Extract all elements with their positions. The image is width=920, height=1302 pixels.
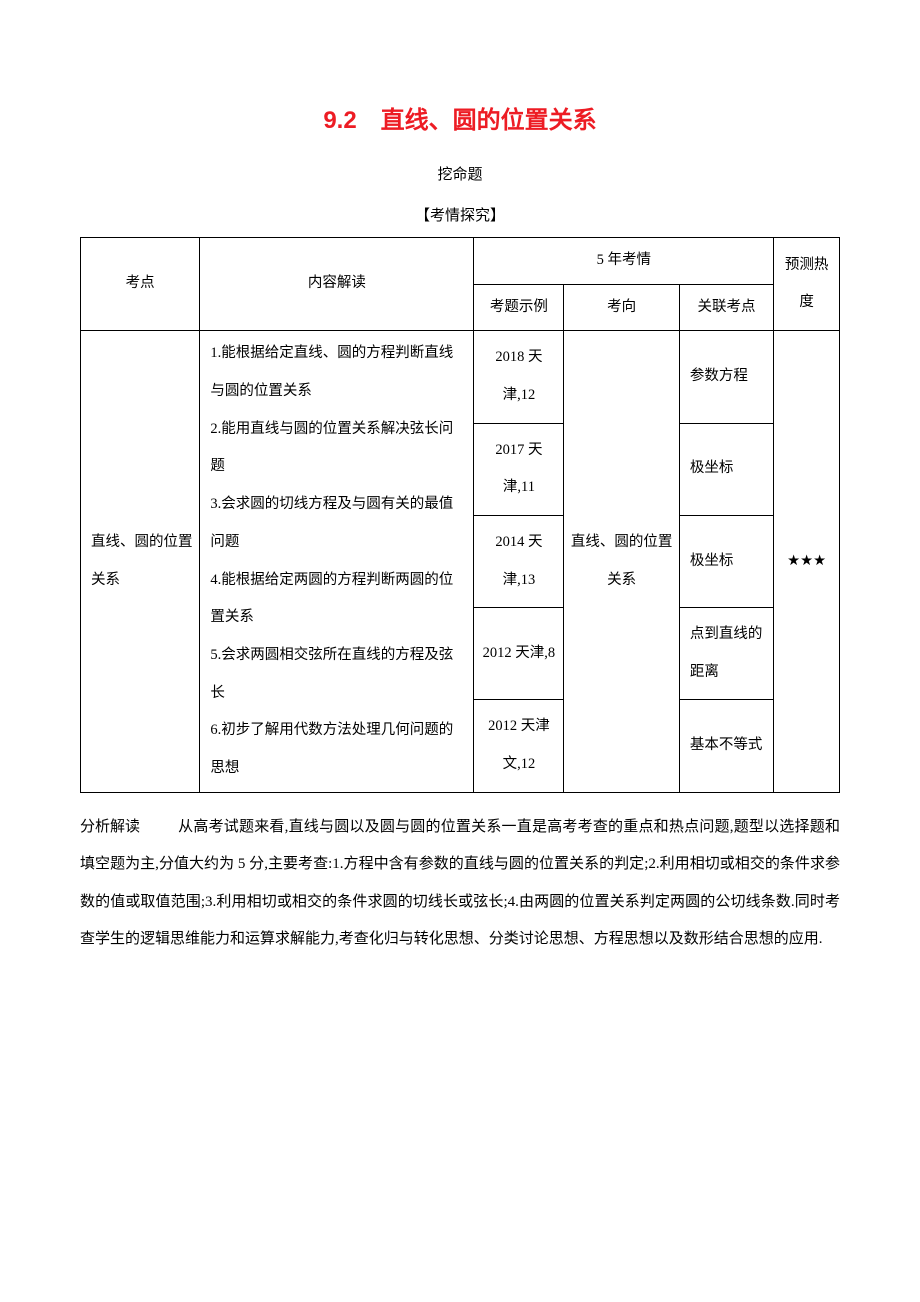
- cell-kaoti-4: 2012 天津文,12: [474, 700, 564, 792]
- doc-subtitle: 挖命题: [80, 163, 840, 184]
- analysis-paragraph: 分析解读 从高考试题来看,直线与圆以及圆与圆的位置关系一直是高考考查的重点和热点…: [80, 809, 840, 959]
- cell-guanlian-4: 基本不等式: [679, 700, 773, 792]
- col-kaoti-header: 考题示例: [474, 284, 564, 331]
- analysis-head: 分析解读: [80, 809, 148, 847]
- doc-title: 9.2 直线、圆的位置关系: [80, 100, 840, 135]
- cell-yuce: ★★★: [774, 331, 840, 792]
- cell-kaoti-1: 2017 天津,11: [474, 423, 564, 515]
- col-yuce-header: 预测热度: [774, 238, 840, 331]
- document-page: 9.2 直线、圆的位置关系 挖命题 【考情探究】 考点 内容解读 5 年考情 预…: [0, 0, 920, 1019]
- col-neirong-header: 内容解读: [200, 238, 474, 331]
- cell-kaoti-2: 2014 天津,13: [474, 515, 564, 607]
- col-fiveyear-header: 5 年考情: [474, 238, 774, 285]
- col-guanlian-header: 关联考点: [679, 284, 773, 331]
- cell-neirong: 1.能根据给定直线、圆的方程判断直线与圆的位置关系 2.能用直线与圆的位置关系解…: [200, 331, 474, 792]
- data-row-1: 直线、圆的位置关系 1.能根据给定直线、圆的方程判断直线与圆的位置关系 2.能用…: [81, 331, 840, 423]
- header-row-1: 考点 内容解读 5 年考情 预测热度: [81, 238, 840, 285]
- cell-kaoti-0: 2018 天津,12: [474, 331, 564, 423]
- cell-kaoxiang: 直线、圆的位置关系: [564, 331, 679, 792]
- section-label: 【考情探究】: [80, 204, 840, 225]
- cell-guanlian-1: 极坐标: [679, 423, 773, 515]
- cell-kaoti-3: 2012 天津,8: [474, 608, 564, 700]
- analysis-body: 从高考试题来看,直线与圆以及圆与圆的位置关系一直是高考考查的重点和热点问题,题型…: [80, 819, 840, 948]
- cell-guanlian-3: 点到直线的距离: [679, 608, 773, 700]
- col-kaoxiang-header: 考向: [564, 284, 679, 331]
- cell-kaodian: 直线、圆的位置关系: [81, 331, 200, 792]
- col-kaodian-header: 考点: [81, 238, 200, 331]
- cell-guanlian-0: 参数方程: [679, 331, 773, 423]
- cell-guanlian-2: 极坐标: [679, 515, 773, 607]
- exam-table: 考点 内容解读 5 年考情 预测热度 考题示例 考向 关联考点 直线、圆的位置关…: [80, 237, 840, 793]
